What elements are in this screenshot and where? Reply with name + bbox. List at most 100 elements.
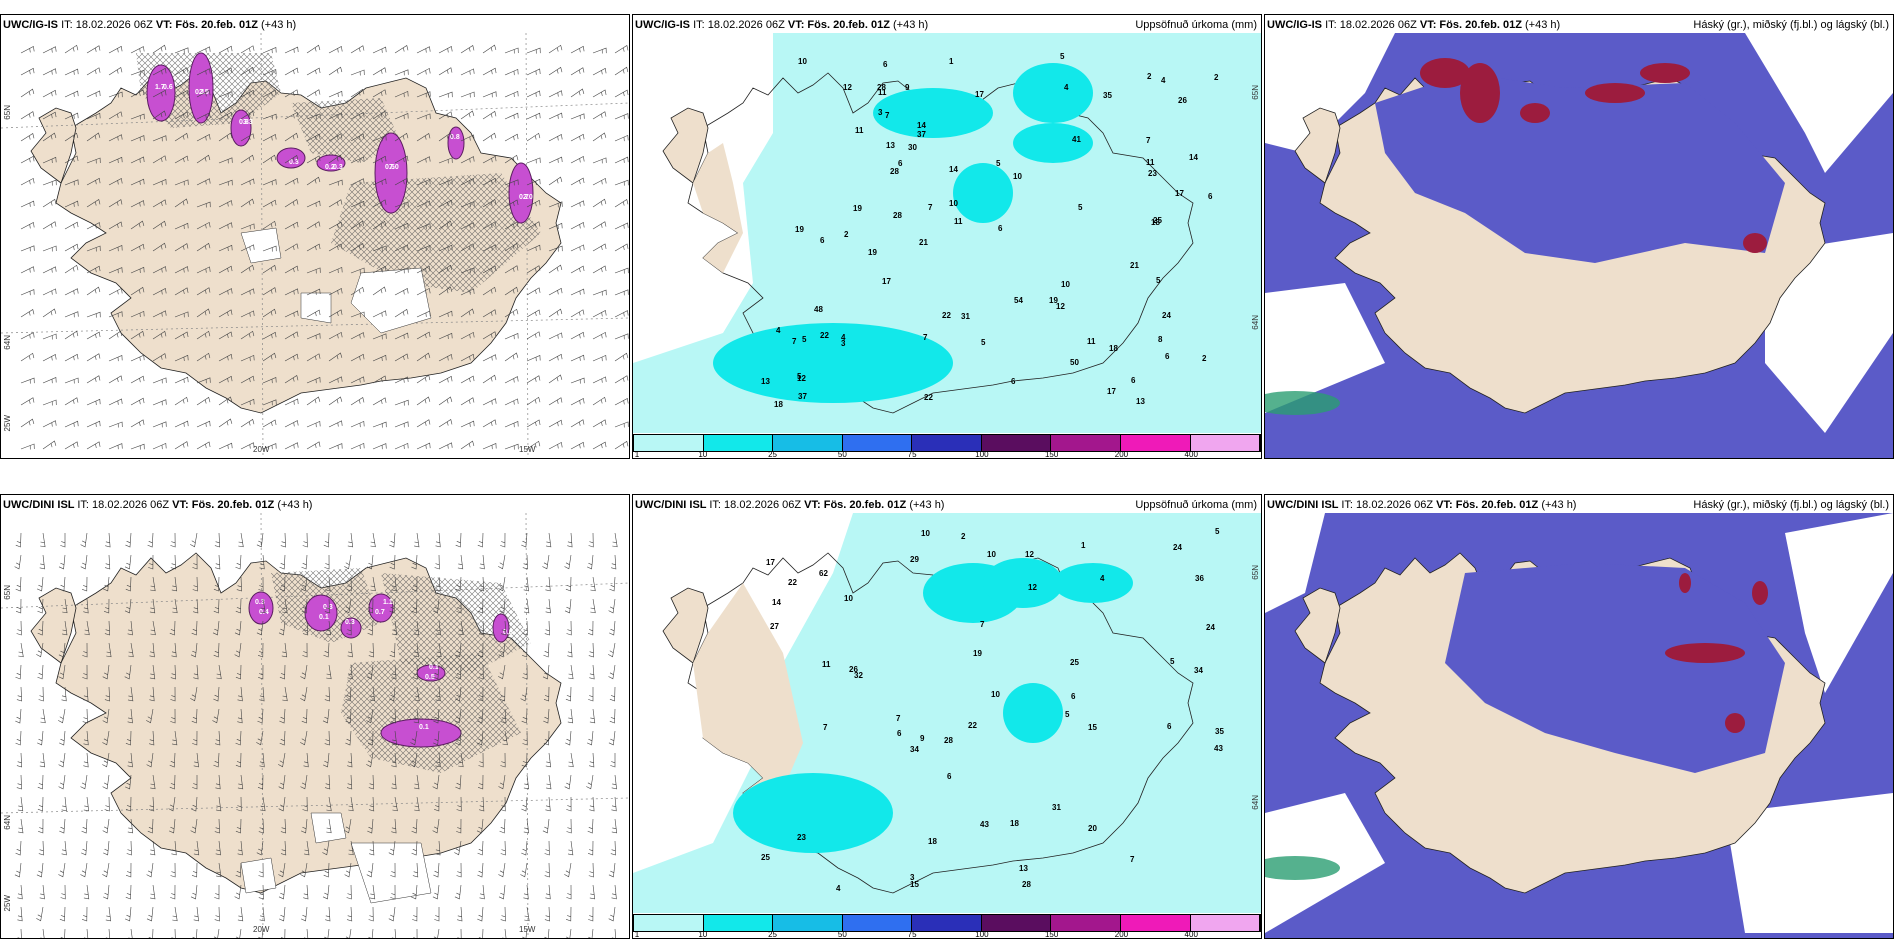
wind-barb [614, 310, 629, 318]
map-panel-6: UWC/DINI ISL IT: 18.02.2026 06Z VT: Fös.… [1264, 494, 1894, 939]
precip-value: 13 [761, 377, 770, 386]
wind-barb [64, 90, 79, 98]
wind-barb [301, 598, 308, 614]
precip-value: 5 [1065, 710, 1070, 719]
wind-barb [326, 818, 332, 834]
wind-barb [460, 91, 475, 98]
precip-value: 5 [1215, 527, 1220, 536]
wind-barb [61, 686, 67, 702]
wind-barb [170, 554, 176, 570]
wind-barb [372, 443, 387, 450]
precip-value: 14 [772, 598, 781, 607]
wind-barb [564, 774, 572, 790]
precip-value: 5 [981, 338, 986, 347]
wind-barb [174, 47, 189, 54]
wind-barb [152, 44, 167, 54]
wind-barb [42, 46, 57, 54]
wind-barb [196, 396, 211, 406]
wind-barb [130, 220, 145, 230]
wind-barb [328, 90, 343, 98]
precip-value: 25 [1070, 658, 1079, 667]
wind-barb [306, 267, 321, 274]
wind-barb [392, 796, 398, 812]
wind-barb [171, 576, 178, 592]
wind-barb [149, 642, 155, 658]
precip-value: 6 [820, 236, 825, 245]
wind-barb [523, 818, 530, 834]
wind-barb [500, 906, 506, 922]
wind-barb [125, 576, 132, 592]
wind-barb [570, 113, 585, 120]
wind-barb [454, 686, 462, 702]
wind-barb [570, 88, 585, 98]
map-panel-3: UWC/IG-IS IT: 18.02.2026 06Z VT: Fös. 20… [1264, 14, 1894, 459]
wind-barb [257, 642, 264, 658]
wind-barb [523, 576, 529, 592]
wind-barb [416, 419, 431, 428]
wind-barb [609, 708, 616, 724]
wind-barb [278, 796, 286, 812]
precip-value: 14 [1189, 153, 1198, 162]
wind-barb [130, 113, 145, 120]
precip-value: 34 [1194, 666, 1203, 675]
wind-barb [328, 352, 343, 362]
scale-label: 150 [1044, 450, 1059, 459]
wind-barb [127, 620, 133, 636]
wind-barb [214, 532, 221, 548]
wind-barb [570, 419, 585, 428]
precip-value: 17 [1175, 189, 1184, 198]
precip-value: 6 [897, 729, 902, 738]
wind-barb [104, 686, 111, 702]
wind-barb [433, 862, 440, 878]
wind-barb [326, 664, 332, 680]
precip-value: 28 [893, 211, 902, 220]
precip-area-10mm [983, 558, 1063, 608]
wind-barb [482, 309, 497, 318]
wind-barb [196, 287, 211, 296]
wind-barb [213, 752, 220, 768]
wind-barb [482, 331, 497, 340]
wind-barb [347, 642, 353, 658]
wind-barb [258, 576, 264, 592]
wind-barb [368, 928, 374, 938]
precip-value: 19 [1049, 296, 1058, 305]
wind-barb [438, 132, 453, 142]
wind-barb [218, 331, 233, 340]
wind-barb [545, 884, 551, 900]
model-name: UWC/IG-IS [3, 19, 62, 31]
precip-value: 17 [766, 558, 775, 567]
wind-barb [108, 398, 123, 406]
wind-barb [196, 89, 211, 98]
wind-barb [237, 840, 243, 856]
wind-barb [413, 928, 418, 938]
wind-barb [548, 287, 563, 296]
wind-barb [433, 928, 440, 938]
wind-barb [564, 554, 572, 570]
wind-barb [588, 928, 594, 938]
wind-barb [414, 532, 420, 548]
wind-barb [83, 928, 89, 938]
wind-barb [284, 132, 299, 142]
panel-header: UWC/IG-IS IT: 18.02.2026 06Z VT: Fös. 20… [1267, 17, 1891, 33]
wind-barb [455, 532, 462, 548]
snow-patch [350, 842, 432, 904]
wind-barb [214, 885, 220, 900]
wind-barb [279, 708, 286, 724]
wind-barb [42, 179, 57, 186]
wind-barb [460, 110, 475, 120]
wind-barb [372, 310, 387, 318]
wind-barb [345, 730, 352, 746]
wind-barb [37, 664, 44, 680]
wind-barb [476, 818, 484, 834]
wind-barb [237, 774, 244, 790]
wind-barb [526, 90, 541, 98]
wind-barb [416, 331, 431, 340]
wind-barb [240, 330, 255, 340]
wind-barb [413, 620, 420, 636]
model-name: UWC/IG-IS [635, 19, 694, 31]
wind-barb [614, 267, 629, 274]
wind-barb [213, 928, 220, 938]
wind-barb [504, 376, 519, 384]
wind-barb [64, 155, 79, 164]
wind-barb [262, 154, 277, 164]
